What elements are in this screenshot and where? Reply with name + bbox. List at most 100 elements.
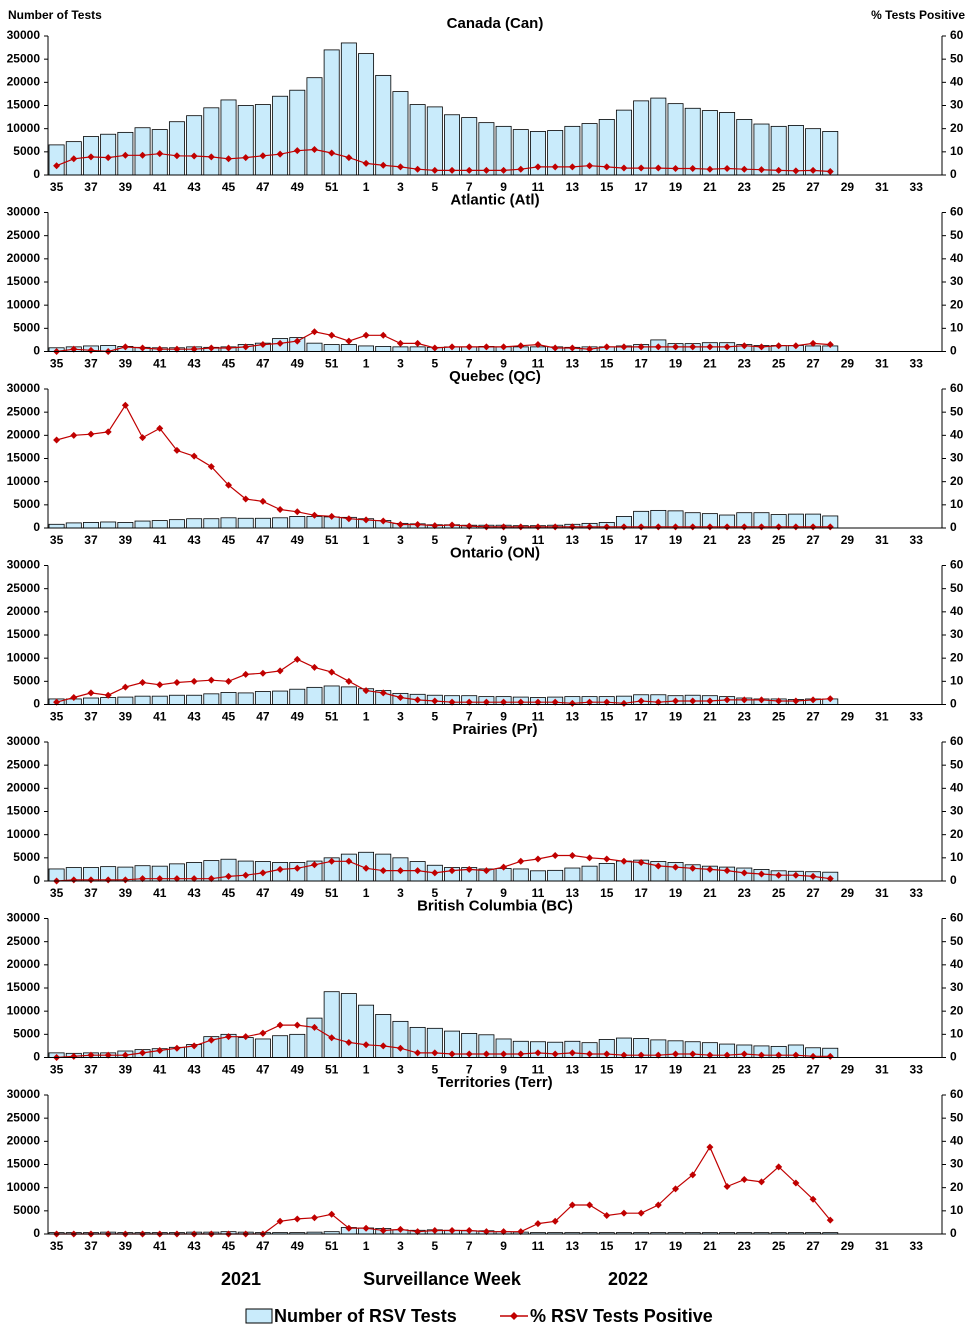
x-tick-label: 21 [703, 357, 717, 371]
bar [83, 522, 99, 529]
x-tick-label: 17 [634, 533, 648, 547]
point [139, 151, 147, 159]
y-tick-label: 20000 [7, 428, 41, 442]
x-tick-label: 17 [634, 180, 648, 194]
point [482, 343, 490, 351]
point [603, 698, 611, 706]
x-tick-label: 11 [532, 710, 545, 724]
point [654, 523, 662, 531]
x-tick-label: 19 [669, 1239, 683, 1253]
x-tick-label: 15 [600, 886, 614, 900]
point [190, 1042, 198, 1050]
point [139, 678, 147, 686]
line [56, 404, 831, 528]
point [139, 434, 147, 442]
point [431, 1227, 439, 1235]
y2-tick-label: 60 [950, 911, 964, 925]
x-tick-label: 39 [119, 533, 133, 547]
bar [409, 346, 426, 352]
point [586, 523, 594, 531]
bar [186, 115, 203, 176]
point [414, 1049, 422, 1057]
bar [340, 686, 357, 705]
bar [272, 517, 289, 529]
x-tick-label: 25 [772, 710, 786, 724]
bar [358, 53, 375, 176]
x-tick-label: 19 [669, 886, 683, 900]
point [259, 497, 267, 505]
point [345, 337, 353, 345]
bar [203, 107, 220, 176]
y2-tick-label: 10 [950, 674, 964, 688]
point [173, 152, 181, 160]
point [740, 342, 748, 350]
point [345, 154, 353, 162]
legend-label: % RSV Tests Positive [530, 1306, 713, 1326]
y-tick-label: 0 [33, 697, 40, 711]
y2-tick-label: 20 [950, 121, 964, 135]
line [56, 331, 831, 353]
bar [272, 1035, 289, 1058]
point [379, 517, 387, 525]
x-tick-label: 31 [875, 1063, 889, 1077]
x-tick-label: 17 [634, 710, 648, 724]
point [345, 1038, 353, 1046]
y2-tick-label: 20 [950, 1180, 964, 1194]
point [826, 695, 834, 703]
y2-tick-label: 10 [950, 1203, 964, 1217]
y-tick-label: 30000 [7, 205, 41, 219]
point [826, 168, 834, 176]
x-tick-label: 13 [566, 1063, 580, 1077]
point [104, 154, 112, 162]
x-tick-label: 47 [256, 710, 270, 724]
point [723, 696, 731, 704]
point [757, 1178, 765, 1186]
panel-title: Prairies (Pr) [452, 721, 537, 738]
bar [392, 346, 409, 352]
point [792, 697, 800, 705]
point [809, 696, 817, 704]
x-tick-label: 27 [806, 886, 820, 900]
bar [117, 522, 134, 529]
point [586, 1050, 594, 1058]
y2-tick-label: 0 [950, 697, 957, 711]
y2-tick-label: 40 [950, 957, 964, 971]
point [328, 1034, 336, 1042]
x-tick-label: 37 [84, 533, 98, 547]
point [190, 452, 198, 460]
y2-tick-label: 20 [950, 827, 964, 841]
panel-title: Quebec (QC) [449, 368, 541, 385]
y-tick-label: 15000 [7, 98, 41, 112]
point [723, 867, 731, 875]
point [706, 165, 714, 173]
x-tick-label: 19 [669, 710, 683, 724]
bar [100, 521, 117, 529]
x-tick-label: 25 [772, 1063, 786, 1077]
point [654, 164, 662, 172]
y2-tick-label: 20 [950, 1003, 964, 1017]
point [757, 1051, 765, 1059]
point [345, 857, 353, 865]
y2-tick-label: 40 [950, 1134, 964, 1148]
y2-tick-label: 60 [950, 1087, 964, 1101]
y-tick-label: 10000 [7, 1180, 41, 1194]
point [517, 1228, 525, 1236]
y-tick-label: 5000 [13, 1203, 40, 1217]
point [121, 343, 129, 351]
point [328, 149, 336, 157]
x-tick-label: 41 [153, 886, 167, 900]
x-tick-label: 13 [566, 357, 580, 371]
x-tick-label: 5 [431, 710, 438, 724]
x-tick-label: 21 [703, 886, 717, 900]
point [500, 698, 508, 706]
point [225, 155, 233, 163]
point [431, 344, 439, 352]
x-tick-label: 37 [84, 357, 98, 371]
point [637, 858, 645, 866]
point [396, 1225, 404, 1233]
x-tick-label: 25 [772, 886, 786, 900]
point [396, 521, 404, 529]
x-tick-label: 31 [875, 533, 889, 547]
point [414, 867, 422, 875]
legend-label: Number of RSV Tests [274, 1306, 457, 1326]
